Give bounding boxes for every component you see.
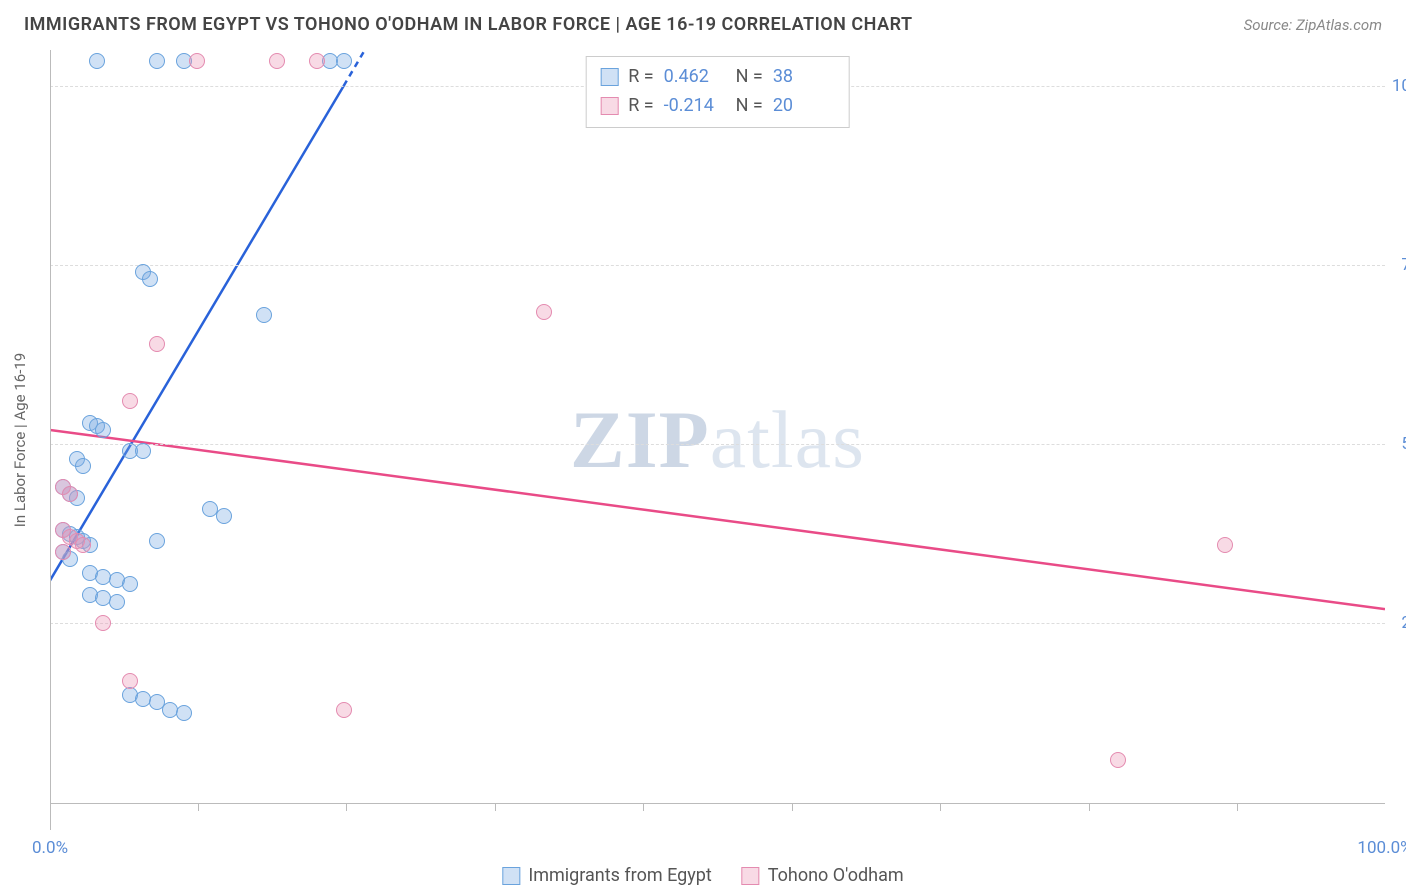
gridline (50, 444, 1385, 445)
y-tick-label: 100.0% (1392, 76, 1406, 96)
trend-lines (50, 50, 1385, 830)
x-tick (1237, 803, 1238, 811)
x-axis (50, 803, 1385, 804)
data-point (309, 53, 325, 69)
n-label: N = (736, 92, 763, 121)
gridline (50, 623, 1385, 624)
watermark: ZIPatlas (570, 393, 865, 487)
data-point (149, 53, 165, 69)
x-tick (643, 803, 644, 811)
data-point (149, 533, 165, 549)
data-point (109, 594, 125, 610)
x-tick-label: 100.0% (1357, 838, 1406, 858)
gridline (50, 265, 1385, 266)
data-point (62, 486, 78, 502)
data-point (1217, 537, 1233, 553)
data-point (135, 443, 151, 459)
trendline (50, 86, 344, 581)
y-axis (50, 50, 51, 830)
n-value: 20 (773, 92, 835, 121)
data-point (216, 508, 232, 524)
x-tick (495, 803, 496, 811)
stats-row: R = 0.462 N = 38 (600, 63, 835, 92)
chart-title: IMMIGRANTS FROM EGYPT VS TOHONO O'ODHAM … (24, 14, 913, 35)
y-tick-label: 50.0% (1401, 434, 1406, 454)
data-point (142, 271, 158, 287)
x-tick (940, 803, 941, 811)
x-tick (198, 803, 199, 811)
source-label: Source: ZipAtlas.com (1244, 16, 1382, 34)
data-point (1110, 752, 1126, 768)
legend-item: Tohono O'odham (742, 865, 904, 886)
data-point (176, 705, 192, 721)
data-point (536, 304, 552, 320)
x-tick (792, 803, 793, 811)
data-point (122, 576, 138, 592)
swatch-icon (600, 97, 618, 115)
legend-label: Tohono O'odham (768, 865, 904, 886)
legend-item: Immigrants from Egypt (502, 865, 711, 886)
swatch-icon (600, 68, 618, 86)
legend-label: Immigrants from Egypt (528, 865, 711, 886)
data-point (75, 458, 91, 474)
r-label: R = (628, 63, 653, 92)
trendline-dashed (344, 50, 424, 86)
x-tick (1089, 803, 1090, 811)
data-point (55, 544, 71, 560)
series-legend: Immigrants from Egypt Tohono O'odham (502, 865, 903, 886)
y-tick-label: 75.0% (1401, 255, 1406, 275)
data-point (189, 53, 205, 69)
r-value: 0.462 (664, 63, 726, 92)
data-point (149, 336, 165, 352)
r-label: R = (628, 92, 653, 121)
data-point (95, 615, 111, 631)
data-point (269, 53, 285, 69)
y-axis-label: In Labor Force | Age 16-19 (11, 353, 29, 527)
data-point (122, 393, 138, 409)
chart-area: ZIPatlas 25.0%50.0%75.0%100.0%0.0%100.0%… (50, 50, 1385, 830)
data-point (336, 53, 352, 69)
n-value: 38 (773, 63, 835, 92)
y-tick-label: 25.0% (1401, 613, 1406, 633)
data-point (75, 537, 91, 553)
trendline (50, 430, 1385, 609)
swatch-icon (742, 867, 760, 885)
data-point (336, 702, 352, 718)
x-tick (346, 803, 347, 811)
data-point (122, 673, 138, 689)
swatch-icon (502, 867, 520, 885)
data-point (89, 53, 105, 69)
stats-legend: R = 0.462 N = 38 R = -0.214 N = 20 (585, 56, 850, 128)
n-label: N = (736, 63, 763, 92)
stats-row: R = -0.214 N = 20 (600, 92, 835, 121)
r-value: -0.214 (664, 92, 726, 121)
data-point (256, 307, 272, 323)
x-tick-label: 0.0% (32, 838, 68, 858)
data-point (95, 422, 111, 438)
